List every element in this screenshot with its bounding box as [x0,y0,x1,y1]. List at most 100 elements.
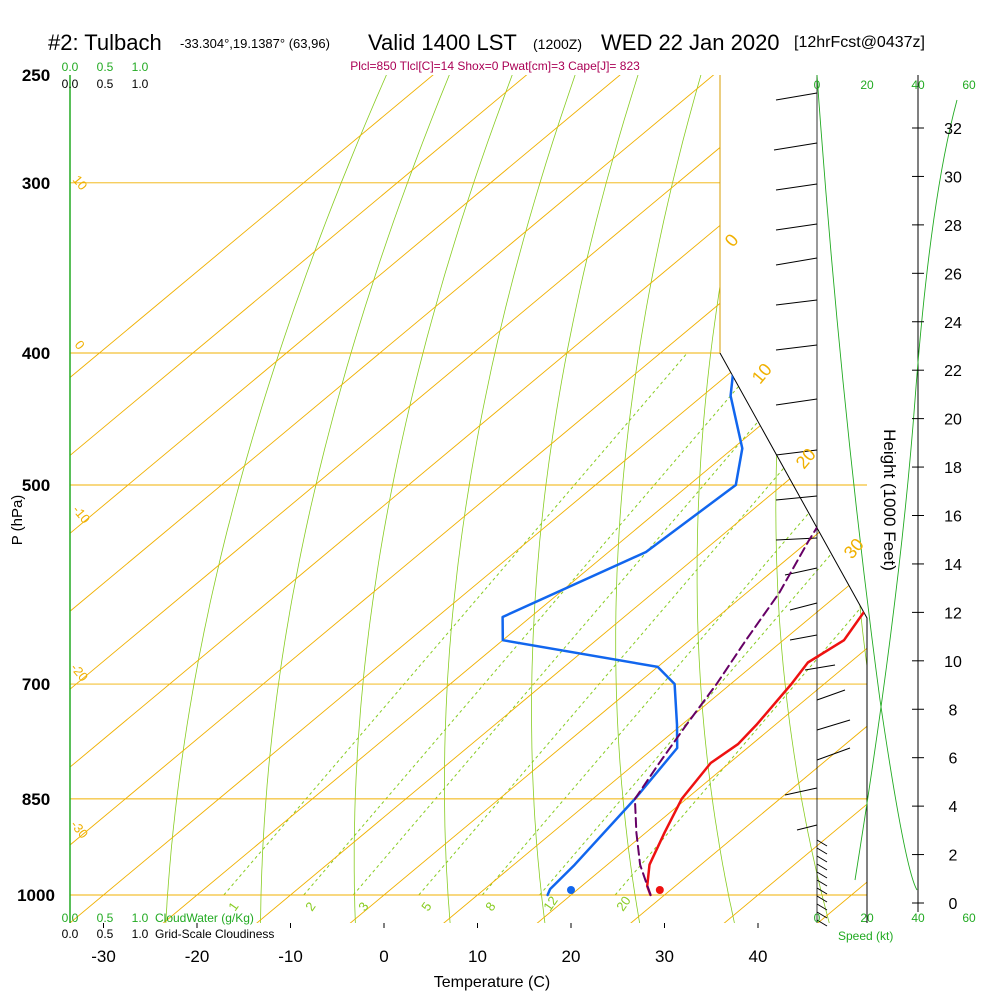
isotherm-line [70,75,463,923]
wind-barb [789,602,818,611]
x-tick-label: 30 [655,947,674,966]
cloudwater-scale-label: 0.5 [97,60,114,74]
x-tick-label: -10 [278,947,303,966]
isotherm-label: 30 [840,534,868,562]
height-tick-label: 32 [944,121,962,138]
wind-barb [816,919,828,927]
wind-barb [775,344,818,351]
wind-barb [775,257,818,266]
x-tick-label: 20 [562,947,581,966]
isotherm-line [255,75,867,923]
wind-barb [816,855,828,863]
wind-barb [816,847,828,855]
isotherm-line [442,75,867,923]
mixing-ratio-line [614,352,867,896]
mixing-ratio-label: 3 [355,899,371,914]
mixing-ratio-label: 20 [613,893,634,913]
height-tick-label: 12 [944,605,962,622]
wind-barb [773,142,818,151]
wind-barb [816,863,828,871]
wind-barb [784,787,818,796]
speed-tick-label: 20 [860,78,874,92]
height-tick-label: 22 [944,363,962,380]
isotherm-line [70,75,837,923]
wind-barb [804,664,836,671]
station-coordinates: -33.304°,19.1387° (63,96) [180,36,330,51]
pressure-tick-label: 700 [22,675,50,694]
height-tick-label: 8 [949,702,958,719]
wind-barb [816,689,846,701]
isotherm-label: -30 [68,817,92,841]
right-boundary [719,75,868,923]
mixing-ratio-label: 5 [418,899,434,914]
dry-adiabat [165,75,398,923]
isotherm-line [629,75,867,923]
isotherm-label: -20 [68,660,92,684]
cloudiness-scale-label: 0.0 [62,927,79,941]
isotherm-line [816,75,867,923]
isotherm-label: 10 [70,172,91,193]
isotherm-line [349,75,867,923]
height-tick-label: 0 [949,896,958,913]
speed-tick-label: 60 [962,78,976,92]
speed-tick-label: 40 [911,911,925,925]
x-tick-label: 0 [379,947,388,966]
wind-barb [789,634,818,641]
isotherm-line [162,75,867,923]
dry-adiabat [353,75,522,923]
x-tick-label: 40 [749,947,768,966]
wind-barb [816,887,828,895]
height-reference-curve [854,99,958,881]
mixing-ratio-line [418,352,867,896]
cloudwater-label: CloudWater (g/Kg) [155,911,254,925]
mixing-ratio-line [352,352,818,896]
cloudwater-scale-label: 0.0 [62,911,79,925]
dry-adiabat [260,75,460,923]
chart-frame [69,74,958,923]
height-tick-label: 10 [944,654,962,671]
wind-barb [775,299,818,306]
wind-barb [775,398,818,406]
x-tick-label: 10 [468,947,487,966]
adiabat-lines [165,75,867,923]
cloudiness-label: Grid-Scale Cloudiness [155,927,274,941]
chart-header: #2: Tulbach -33.304°,19.1387° (63,96) Va… [0,30,1000,62]
pressure-tick-label: 250 [22,66,50,85]
wind-barb [775,449,818,456]
height-tick-label: 4 [949,799,958,816]
isotherm-line [70,75,867,923]
mixing-ratio-label: 2 [302,899,318,914]
wind-barb [775,92,818,101]
cloudiness-scale-label: 0.0 [62,77,79,91]
y-axis-label: P (hPa) [9,495,26,546]
pressure-tick-label: 300 [22,174,50,193]
isotherm-line [70,75,743,923]
wind-barb [775,183,818,191]
wind-barb [816,895,828,903]
wind-barb [775,223,818,231]
mixing-ratio-label: 12 [540,893,561,913]
height-tick-label: 26 [944,266,962,283]
pressure-tick-label: 850 [22,790,50,809]
wind-barb [775,495,818,501]
speed-tick-label: 40 [911,78,925,92]
station-title: #2: Tulbach [48,30,162,55]
isotherm-lines [70,75,867,923]
dry-adiabat [615,75,709,923]
cloudwater-scale-label: 1.0 [132,911,149,925]
temperature-surface-point [655,886,664,894]
isotherm-label: 20 [792,444,820,472]
height-tick-label: 14 [944,557,962,574]
height-axis-label: Height (1000 Feet) [880,429,899,571]
forecast-info: [12hrFcst@0437z] [794,34,925,51]
isotherm-label: 0 [721,230,743,251]
mixing-ratio-line [223,352,688,896]
dry-adiabat [443,75,585,923]
speed-axis-label: Speed (kt) [838,929,893,943]
dewpoint-surface-point [567,886,575,894]
height-tick-label: 30 [944,169,962,186]
speed-tick-label: 0 [814,78,821,92]
height-tick-label: 28 [944,218,962,235]
x-axis-label: Temperature (C) [434,974,550,991]
isotherm-label: -10 [70,502,94,526]
